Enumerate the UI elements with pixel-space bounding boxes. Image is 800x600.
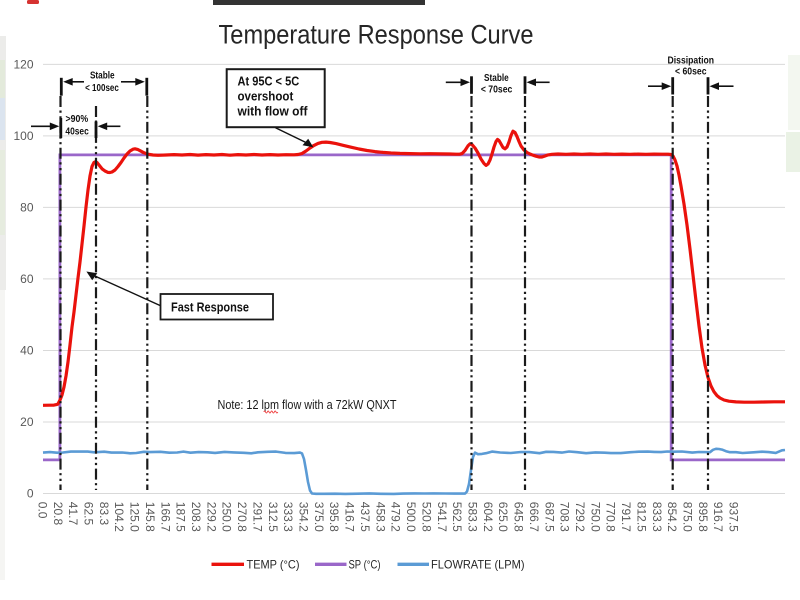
svg-text:FLOWRATE (LPM): FLOWRATE (LPM) [431,557,525,571]
svg-text:Temperature Response Curve: Temperature Response Curve [219,20,534,50]
svg-text:20.8: 20.8 [51,502,65,526]
svg-text:708.3: 708.3 [558,502,572,532]
svg-text:562.5: 562.5 [450,502,464,532]
svg-text:208.3: 208.3 [189,502,203,532]
svg-text:>90%: >90% [65,114,88,125]
svg-text:770.8: 770.8 [604,502,618,532]
svg-text:750.0: 750.0 [588,502,602,532]
svg-text:354.2: 354.2 [297,502,311,532]
svg-text:395.8: 395.8 [327,502,341,532]
svg-text:250.0: 250.0 [220,502,234,532]
svg-text:729.2: 729.2 [573,502,587,532]
svg-text:40sec: 40sec [65,127,89,138]
svg-text:416.7: 416.7 [343,502,357,532]
svg-text:41.7: 41.7 [66,502,80,526]
svg-text:687.5: 687.5 [542,502,556,532]
svg-text:At 95C < 5C: At 95C < 5C [238,75,300,89]
svg-text:645.8: 645.8 [512,502,526,532]
svg-text:812.5: 812.5 [634,502,648,532]
svg-text:SP (°C): SP (°C) [349,557,381,571]
svg-text:625.0: 625.0 [496,502,510,532]
svg-text:604.2: 604.2 [481,502,495,532]
svg-text:< 60sec: < 60sec [675,66,707,77]
svg-text:916.7: 916.7 [711,502,725,532]
svg-text:20: 20 [20,415,34,429]
svg-text:83.3: 83.3 [97,502,111,526]
svg-text:TEMP (°C): TEMP (°C) [247,557,300,571]
svg-text:937.5: 937.5 [727,502,741,532]
svg-text:333.3: 333.3 [281,502,295,532]
svg-text:833.3: 833.3 [650,502,664,532]
svg-text:60: 60 [20,272,34,286]
svg-text:62.5: 62.5 [82,502,96,526]
svg-text:437.5: 437.5 [358,502,372,532]
svg-text:895.8: 895.8 [696,502,710,532]
svg-text:666.7: 666.7 [527,502,541,532]
svg-text:Note: 12 lpm flow with a 72kW: Note: 12 lpm flow with a 72kW QNXT [218,398,397,412]
svg-text:187.5: 187.5 [174,502,188,532]
svg-text:791.7: 791.7 [619,502,633,532]
svg-text:166.7: 166.7 [158,502,172,532]
svg-text:120: 120 [13,58,33,72]
svg-text:312.5: 312.5 [266,502,280,532]
svg-text:100: 100 [13,129,33,143]
svg-text:520.8: 520.8 [419,502,433,532]
svg-text:458.3: 458.3 [373,502,387,532]
svg-text:583.3: 583.3 [466,502,480,532]
svg-text:80: 80 [20,201,34,215]
svg-text:479.2: 479.2 [389,502,403,532]
svg-text:overshoot: overshoot [238,90,295,104]
svg-text:Fast Response: Fast Response [171,300,249,314]
svg-text:541.7: 541.7 [435,502,449,532]
svg-text:Dissipation: Dissipation [668,56,715,67]
svg-text:270.8: 270.8 [235,502,249,532]
svg-text:Stable: Stable [484,73,509,84]
svg-text:291.7: 291.7 [250,502,264,532]
svg-text:< 100sec: < 100sec [85,83,119,94]
svg-text:500.0: 500.0 [404,502,418,532]
svg-text:40: 40 [20,344,34,358]
svg-text:145.8: 145.8 [143,502,157,532]
svg-text:125.0: 125.0 [128,502,142,532]
svg-text:854.2: 854.2 [665,502,679,532]
svg-text:< 70sec: < 70sec [481,85,513,96]
svg-text:0.0: 0.0 [35,502,49,519]
svg-text:875.0: 875.0 [681,502,695,532]
svg-text:229.2: 229.2 [204,502,218,532]
svg-text:with flow off: with flow off [237,105,309,119]
svg-text:Stable: Stable [90,71,115,82]
svg-text:375.0: 375.0 [312,502,326,532]
svg-text:104.2: 104.2 [112,502,126,532]
svg-text:0: 0 [27,487,34,501]
